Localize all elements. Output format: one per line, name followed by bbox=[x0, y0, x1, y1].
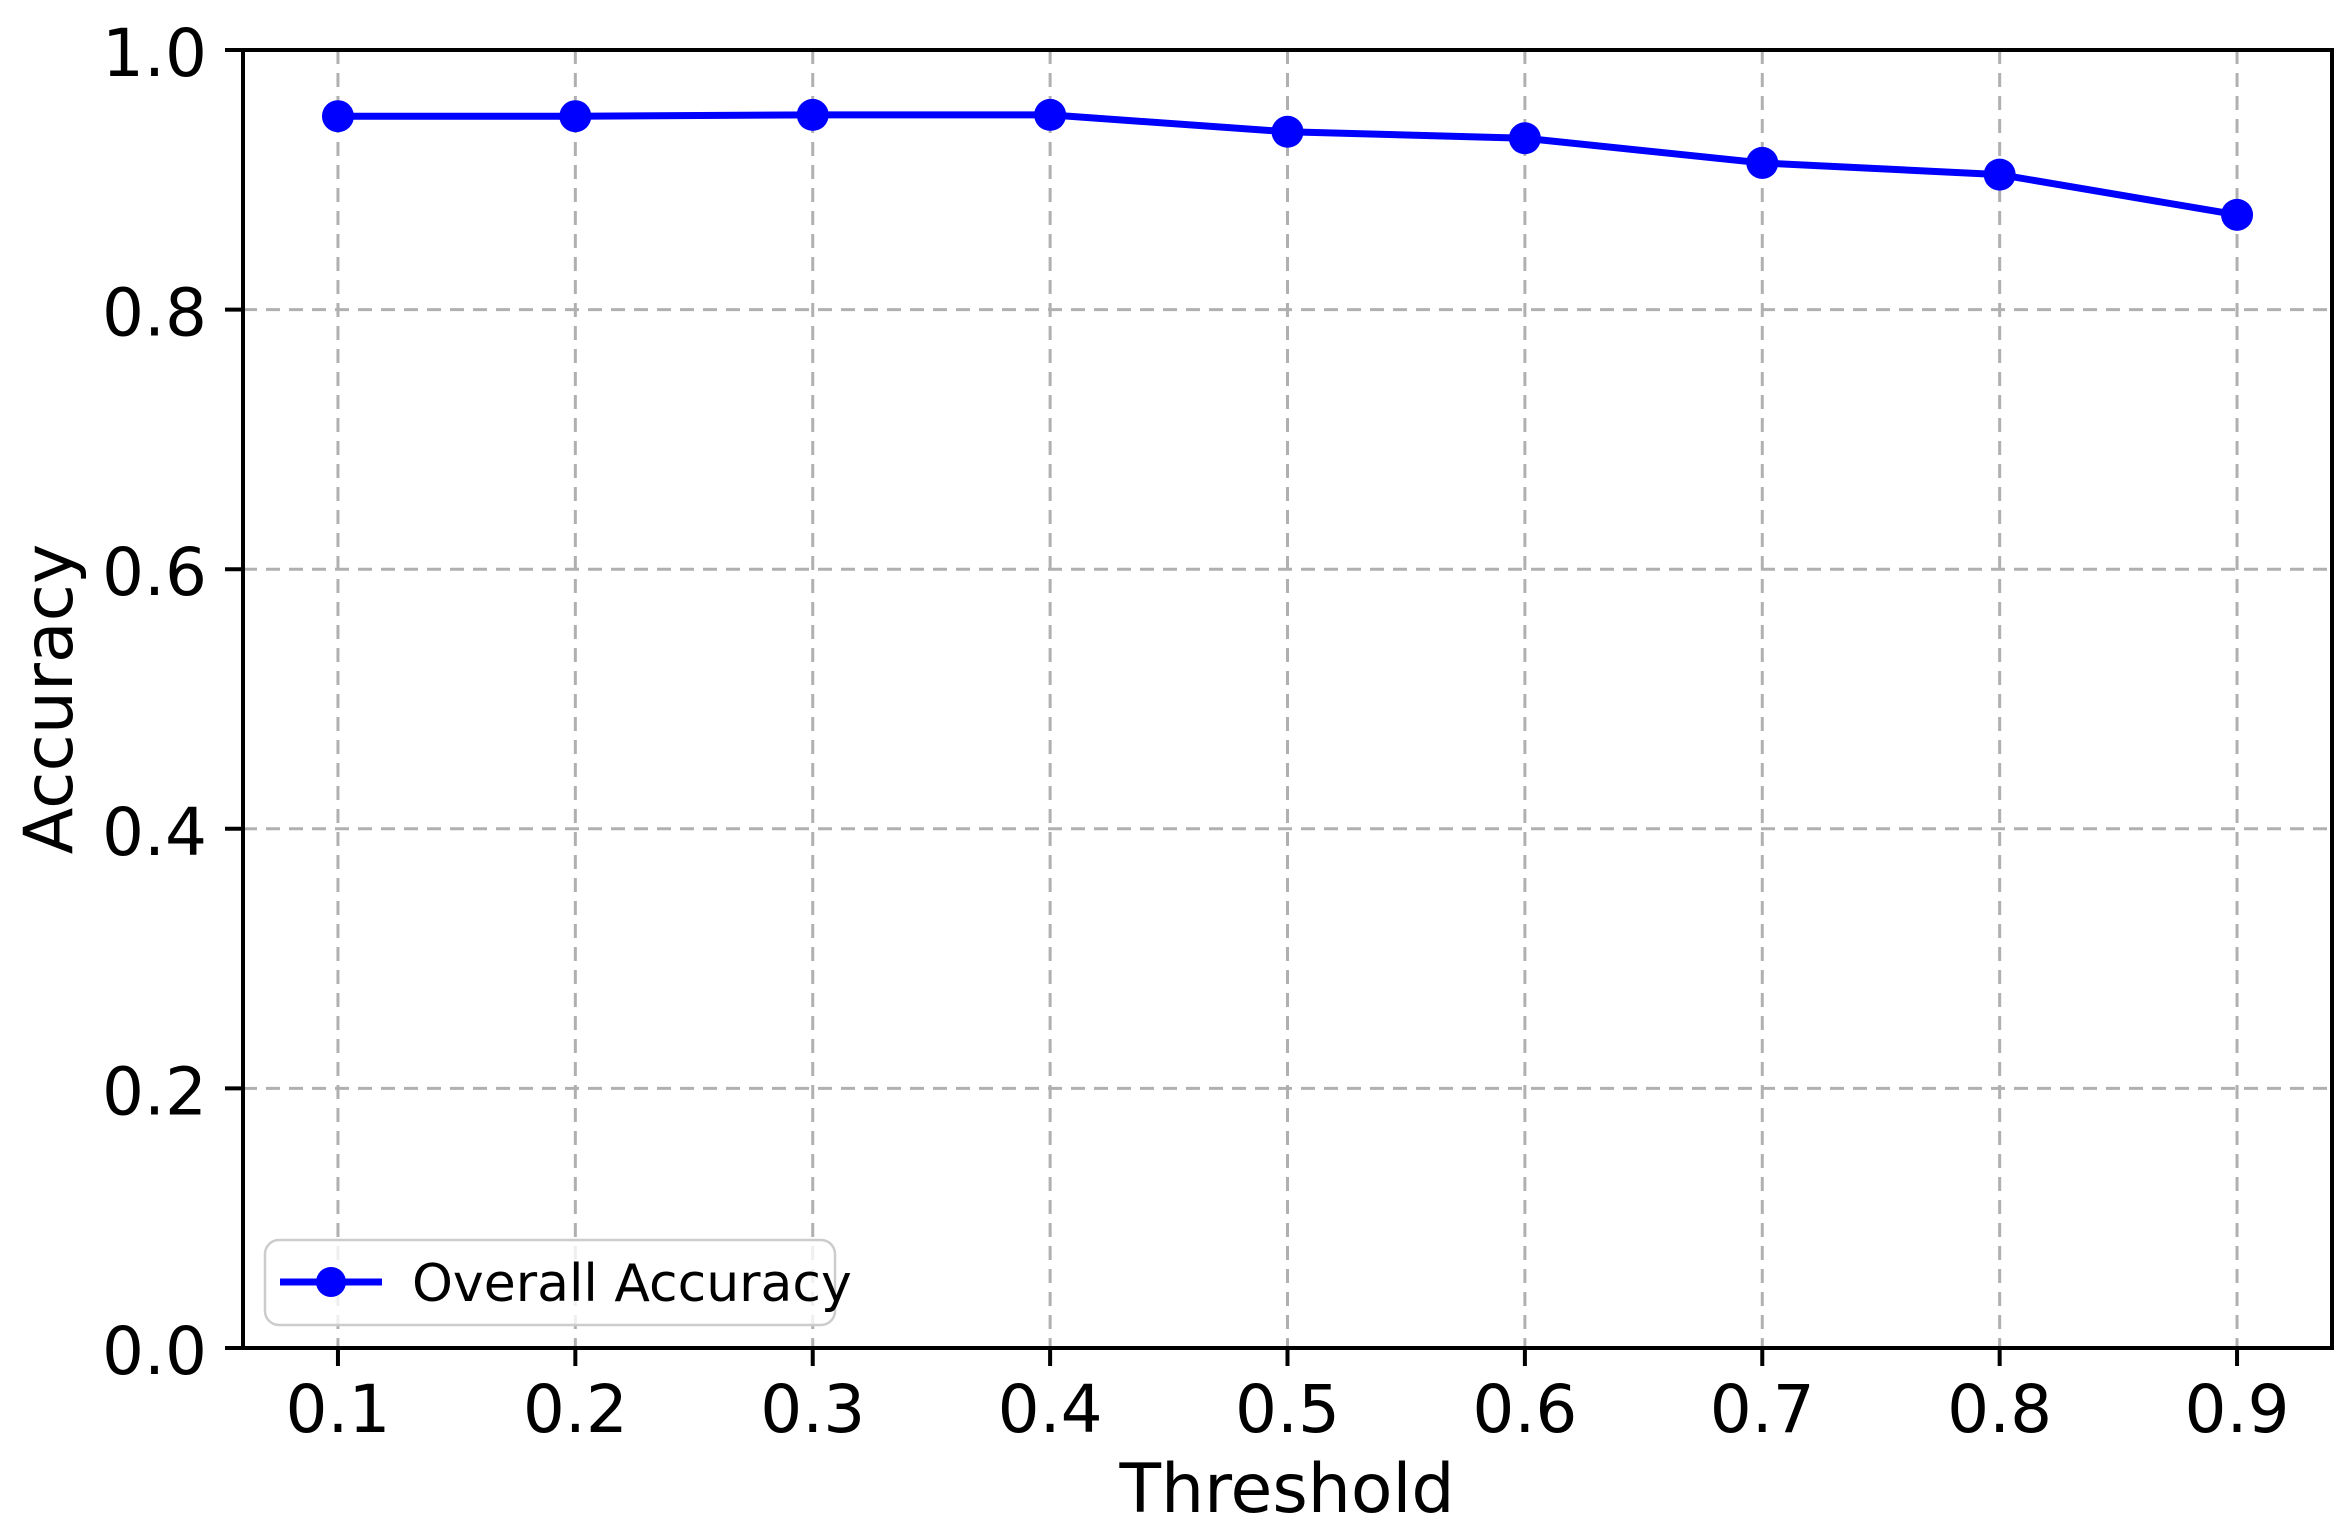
x-tick-label: 0.8 bbox=[1947, 1371, 2052, 1448]
data-point-marker bbox=[2221, 198, 2254, 231]
x-tick-label: 0.7 bbox=[1710, 1371, 1815, 1448]
legend-marker-icon bbox=[316, 1267, 346, 1297]
tick-label-layer: 0.1 0.2 0.3 0.4 0.5 0.6 0.7 0.8 0.9 0.0 0.2 0.4 0.6 0… bbox=[102, 15, 2289, 1448]
data-point-marker bbox=[1034, 98, 1067, 131]
y-tick-label: 0.0 bbox=[102, 1313, 207, 1390]
y-tick-label: 0.4 bbox=[102, 794, 207, 871]
data-point-marker bbox=[1746, 146, 1779, 179]
x-tick-label: 0.9 bbox=[2185, 1371, 2290, 1448]
legend-frame bbox=[263, 1238, 837, 1327]
legend-label: Overall Accuracy bbox=[412, 1254, 852, 1314]
data-point-marker bbox=[321, 100, 354, 133]
grid-layer bbox=[243, 48, 2332, 1350]
data-point-marker bbox=[1983, 158, 2016, 191]
legend: Overall Accuracy bbox=[263, 1238, 852, 1327]
data-point-marker bbox=[796, 98, 829, 131]
data-point-marker bbox=[559, 100, 592, 133]
x-axis-label: Threshold bbox=[1118, 1450, 1454, 1529]
y-tick-label: 1.0 bbox=[102, 15, 207, 92]
x-tick-label: 0.6 bbox=[1472, 1371, 1577, 1448]
x-tick-label: 0.4 bbox=[998, 1371, 1103, 1448]
y-tick-label: 0.6 bbox=[102, 534, 207, 611]
data-point-marker bbox=[1271, 115, 1304, 148]
y-tick-label: 0.2 bbox=[102, 1053, 207, 1130]
data-point-marker bbox=[1508, 122, 1541, 155]
x-tick-label: 0.3 bbox=[760, 1371, 865, 1448]
data-series-overall-accuracy bbox=[321, 98, 2254, 231]
tick-layer bbox=[225, 48, 2240, 1366]
y-tick-label: 0.8 bbox=[102, 275, 207, 352]
y-axis-label: Accuracy bbox=[10, 544, 89, 854]
x-tick-label: 0.2 bbox=[523, 1371, 628, 1448]
x-tick-label: 0.1 bbox=[285, 1371, 390, 1448]
x-tick-label: 0.5 bbox=[1235, 1371, 1340, 1448]
